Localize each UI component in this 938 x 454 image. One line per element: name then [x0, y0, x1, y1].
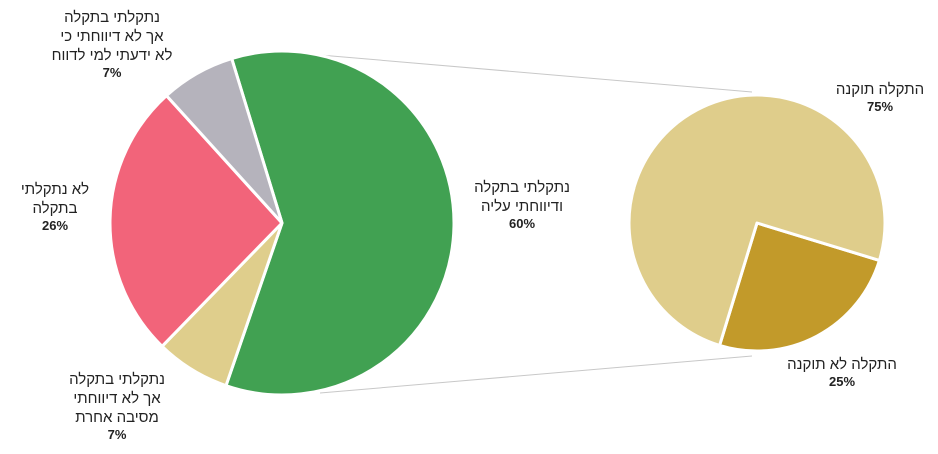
pie-slice — [108, 94, 284, 348]
value-label: 25% — [828, 374, 856, 389]
slice-label: לא נתקלתי בתקלה 26% — [0, 180, 140, 234]
value-label: 7% — [102, 65, 122, 80]
value-label: 26% — [41, 218, 69, 233]
category-label: נתקלתי בתקלה אך לא דיווחתי מסיבה אחרת — [69, 371, 165, 426]
pie-slice — [627, 93, 887, 347]
slice-label: נתקלתי בתקלה אך לא דיווחתי מסיבה אחרת 7% — [32, 370, 202, 443]
category-label: לא נתקלתי בתקלה — [20, 181, 90, 217]
category-label: נתקלתי בתקלה אך לא דיווחתי כי לא ידעתי ל… — [51, 9, 173, 64]
connector-line — [319, 54, 753, 93]
category-label: התקלה לא תוקנה — [787, 356, 897, 373]
value-label: 75% — [866, 99, 894, 114]
pie-slice — [224, 49, 456, 397]
category-label: נתקלתי בתקלה ודיווחתי עליה — [474, 179, 570, 215]
pie-slice — [718, 221, 881, 353]
value-label: 7% — [107, 427, 127, 442]
value-label: 60% — [508, 216, 536, 231]
slice-label: נתקלתי בתקלה אך לא דיווחתי כי לא ידעתי ל… — [27, 8, 197, 81]
pie-slice — [164, 57, 284, 225]
slice-label: התקלה תוקנה 75% — [795, 80, 938, 115]
connector-line — [319, 355, 753, 394]
slice-label: נתקלתי בתקלה ודיווחתי עליה 60% — [437, 178, 607, 232]
category-label: התקלה תוקנה — [835, 81, 925, 98]
slice-label: התקלה לא תוקנה 25% — [757, 355, 927, 390]
